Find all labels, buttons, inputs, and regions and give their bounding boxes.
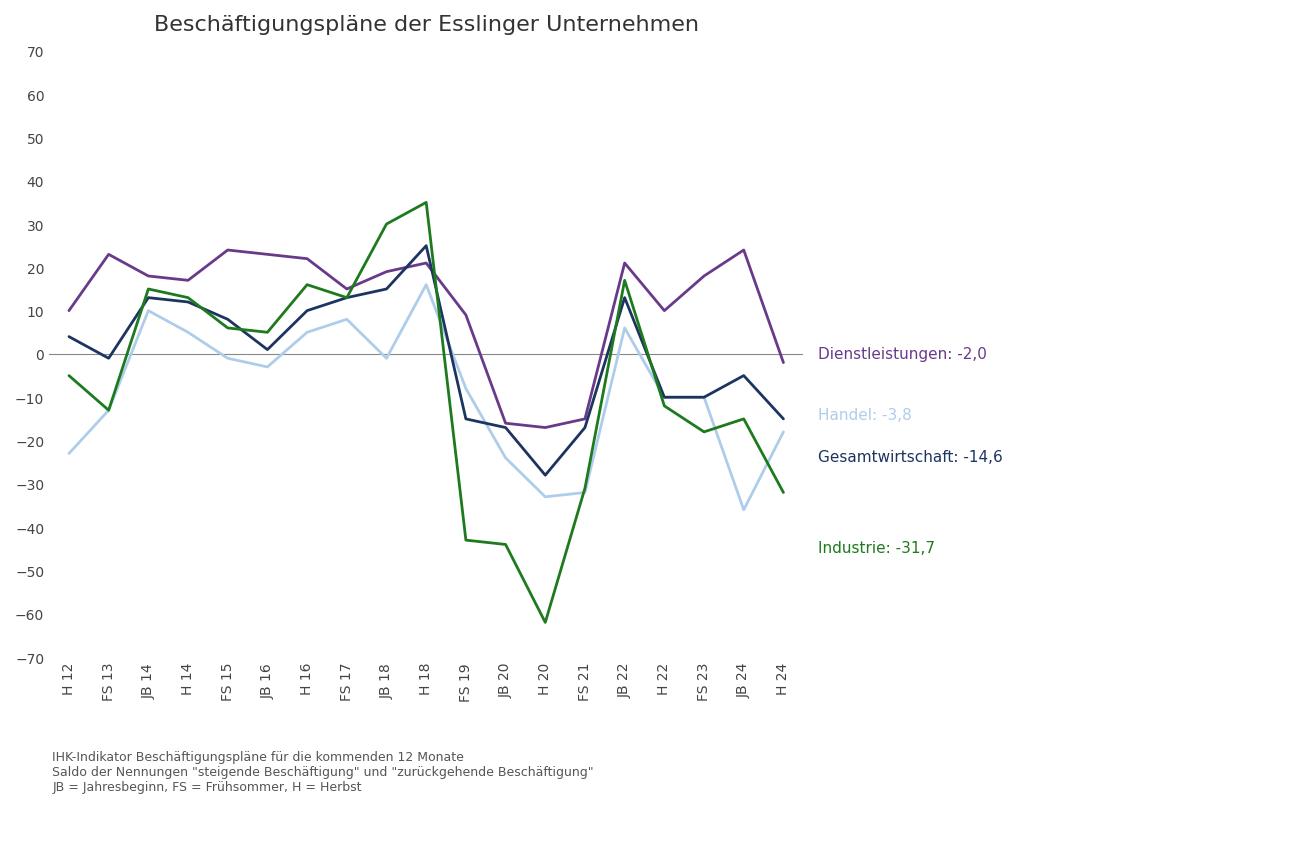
Text: Industrie: -31,7: Industrie: -31,7 [819,541,935,556]
Text: IHK-Indikator Beschäftigungspläne für die kommenden 12 Monate
Saldo der Nennunge: IHK-Indikator Beschäftigungspläne für di… [52,750,594,792]
Text: Dienstleistungen: -2,0: Dienstleistungen: -2,0 [819,347,987,362]
Text: Gesamtwirtschaft: -14,6: Gesamtwirtschaft: -14,6 [819,450,1004,465]
Title: Beschäftigungspläne der Esslinger Unternehmen: Beschäftigungspläne der Esslinger Untern… [154,15,699,35]
Text: Handel: -3,8: Handel: -3,8 [819,407,912,423]
